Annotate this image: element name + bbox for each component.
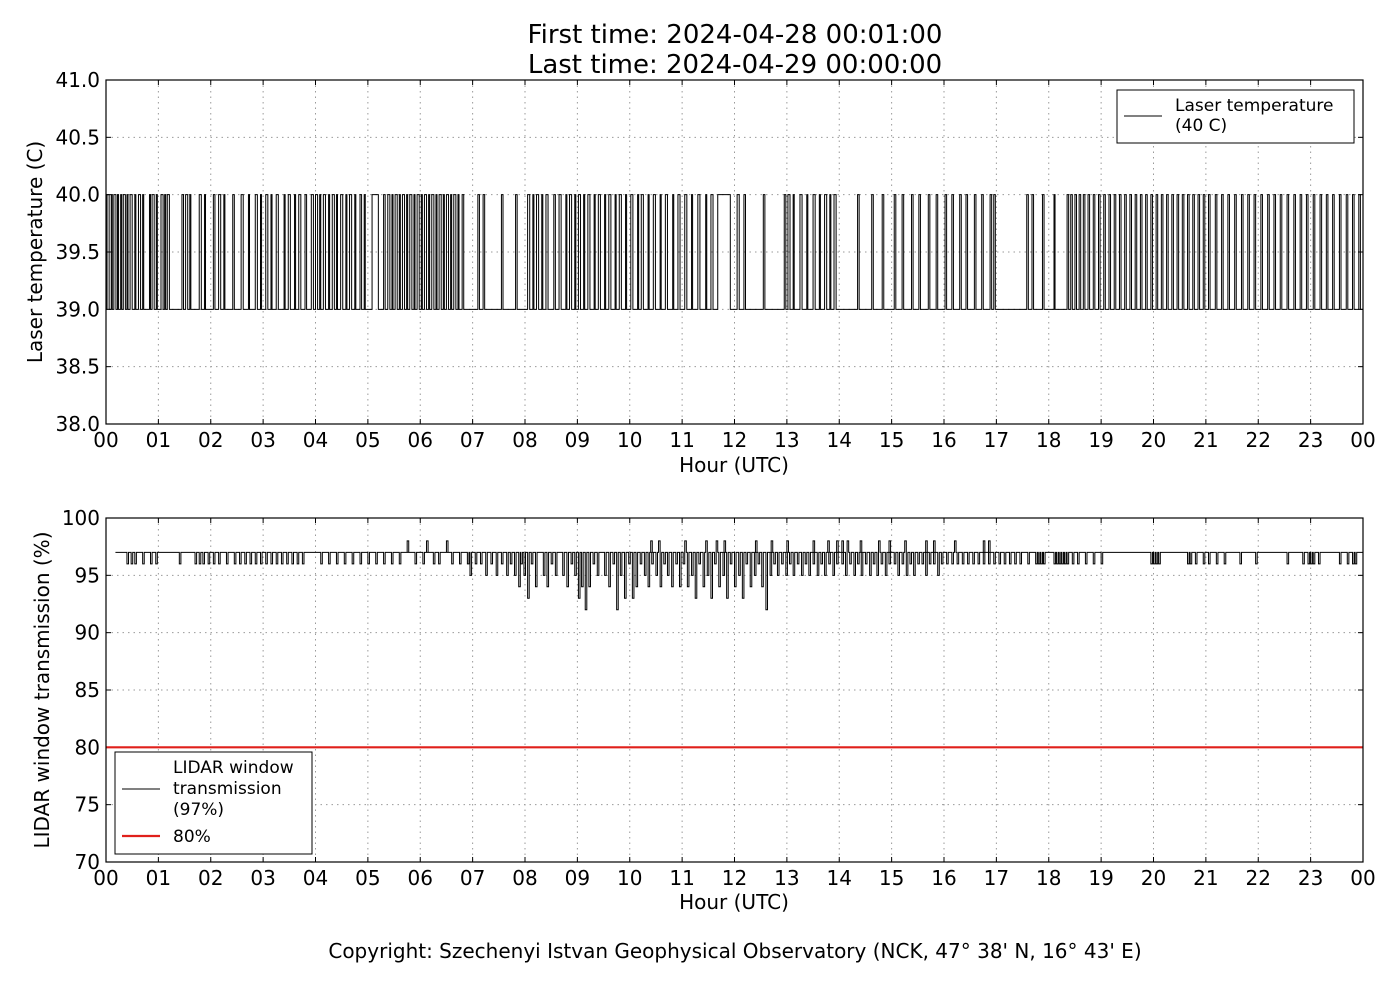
bottom-plot-frame <box>105 517 1364 863</box>
bottom-x-tick-label: 08 <box>512 866 537 890</box>
bottom-x-tick-label: 16 <box>931 866 956 890</box>
bottom-x-tick-label: 03 <box>250 866 275 890</box>
top-x-tick-label: 17 <box>984 428 1009 452</box>
top-x-tick-label: 20 <box>1141 428 1166 452</box>
top-x-tick-label: 15 <box>879 428 904 452</box>
top-x-axis-label: Hour (UTC) <box>679 453 789 477</box>
top-x-tick-label: 00 <box>1350 428 1375 452</box>
bottom-y-tick-label: 80 <box>75 735 100 759</box>
bottom-x-tick-label: 10 <box>617 866 642 890</box>
bottom-y-tick-label: 70 <box>75 850 100 874</box>
top-x-tick-label: 19 <box>1088 428 1113 452</box>
bottom-x-tick-label: 09 <box>565 866 590 890</box>
bottom-legend-label-transmission: LIDAR window transmission (97%) <box>173 758 294 820</box>
bottom-x-tick-label: 15 <box>879 866 904 890</box>
top-x-tick-label: 22 <box>1246 428 1271 452</box>
top-x-tick-label: 09 <box>565 428 590 452</box>
laser-temperature-chart: 00 01 02 03 04 05 06 07 08 09 10 11 12 13 14 15 16 17 18 19… <box>23 68 1376 477</box>
copyright-text: Copyright: Szechenyi Istvan Geophysical … <box>328 939 1141 963</box>
bottom-x-tick-label: 17 <box>984 866 1009 890</box>
bottom-x-tick-label: 14 <box>827 866 852 890</box>
bottom-x-tick-label: 18 <box>1036 866 1061 890</box>
top-x-tick-label: 02 <box>198 428 223 452</box>
top-x-tick-label: 06 <box>408 428 433 452</box>
bottom-x-tick-label: 05 <box>355 866 380 890</box>
top-x-tick-label: 12 <box>722 428 747 452</box>
top-y-tick-label: 39.5 <box>55 240 100 264</box>
bottom-x-tick-label: 12 <box>722 866 747 890</box>
top-x-tick-label: 03 <box>250 428 275 452</box>
title-line-1: First time: 2024-04-28 00:01:00 <box>528 20 943 50</box>
top-x-tick-label: 04 <box>303 428 328 452</box>
top-x-tick-label: 14 <box>827 428 852 452</box>
top-y-tick-label: 41.0 <box>55 68 100 92</box>
bottom-y-tick-label: 100 <box>62 506 100 530</box>
top-x-tick-label: 16 <box>931 428 956 452</box>
top-y-tick-label: 40.0 <box>55 183 100 207</box>
top-y-tick-label: 39.0 <box>55 297 100 321</box>
bottom-x-tick-label: 11 <box>669 866 694 890</box>
bottom-legend-label-threshold: 80% <box>173 827 211 847</box>
lidar-transmission-line <box>115 540 1363 611</box>
top-x-tick-label: 10 <box>617 428 642 452</box>
bottom-x-tick-label: 04 <box>303 866 328 890</box>
bottom-y-tick-label: 95 <box>75 563 100 587</box>
top-x-tick-label: 18 <box>1036 428 1061 452</box>
bottom-y-axis-label: LIDAR window transmission (%) <box>30 532 54 849</box>
bottom-x-tick-label: 07 <box>460 866 485 890</box>
bottom-y-tick-label: 85 <box>75 678 100 702</box>
top-y-tick-label: 38.0 <box>55 412 100 436</box>
laser-temperature-line <box>106 194 1363 310</box>
bottom-x-tick-label: 00 <box>93 866 118 890</box>
top-x-tick-label: 00 <box>93 428 118 452</box>
top-x-tick-label: 01 <box>146 428 171 452</box>
bottom-x-tick-label: 01 <box>146 866 171 890</box>
bottom-x-tick-labels: 00 01 02 03 04 05 06 07 08 09 10 11 12 13 14 15 16 17 18 19… <box>93 866 1375 890</box>
top-x-tick-label: 21 <box>1193 428 1218 452</box>
bottom-x-tick-label: 00 <box>1350 866 1375 890</box>
bottom-x-tick-label: 19 <box>1088 866 1113 890</box>
bottom-x-tick-label: 20 <box>1141 866 1166 890</box>
bottom-y-tick-labels: 70 75 80 85 90 95 100 <box>62 506 100 874</box>
bottom-x-tick-label: 22 <box>1246 866 1271 890</box>
top-plot-frame <box>105 79 1364 425</box>
top-x-tick-label: 05 <box>355 428 380 452</box>
top-x-tick-label: 08 <box>512 428 537 452</box>
bottom-x-tick-label: 13 <box>774 866 799 890</box>
top-y-axis-label: Laser temperature (C) <box>23 141 47 363</box>
bottom-x-tick-label: 02 <box>198 866 223 890</box>
top-x-tick-label: 11 <box>669 428 694 452</box>
bottom-x-axis-label: Hour (UTC) <box>679 890 789 914</box>
top-x-tick-label: 23 <box>1298 428 1323 452</box>
title-line-2: Last time: 2024-04-29 00:00:00 <box>528 50 942 80</box>
top-y-tick-labels: 38.0 38.5 39.0 39.5 40.0 40.5 41.0 <box>55 68 100 436</box>
top-legend-label: Laser temperature (40 C) <box>1175 96 1333 136</box>
bottom-legend: LIDAR window transmission (97%) 80% <box>114 751 313 855</box>
lidar-transmission-chart: 00 01 02 03 04 05 06 07 08 09 10 11 12 13 14 15 16 17 18 19… <box>30 506 1376 914</box>
bottom-y-tick-label: 90 <box>75 621 100 645</box>
bottom-x-tick-label: 21 <box>1193 866 1218 890</box>
top-y-tick-label: 38.5 <box>55 355 100 379</box>
top-y-tick-label: 40.5 <box>55 125 100 149</box>
bottom-x-tick-label: 06 <box>408 866 433 890</box>
top-x-tick-labels: 00 01 02 03 04 05 06 07 08 09 10 11 12 13 14 15 16 17 18 19… <box>93 428 1375 452</box>
bottom-x-tick-label: 23 <box>1298 866 1323 890</box>
bottom-y-tick-label: 75 <box>75 793 100 817</box>
top-x-tick-label: 07 <box>460 428 485 452</box>
top-x-tick-label: 13 <box>774 428 799 452</box>
top-legend: Laser temperature (40 C) <box>1116 89 1355 144</box>
